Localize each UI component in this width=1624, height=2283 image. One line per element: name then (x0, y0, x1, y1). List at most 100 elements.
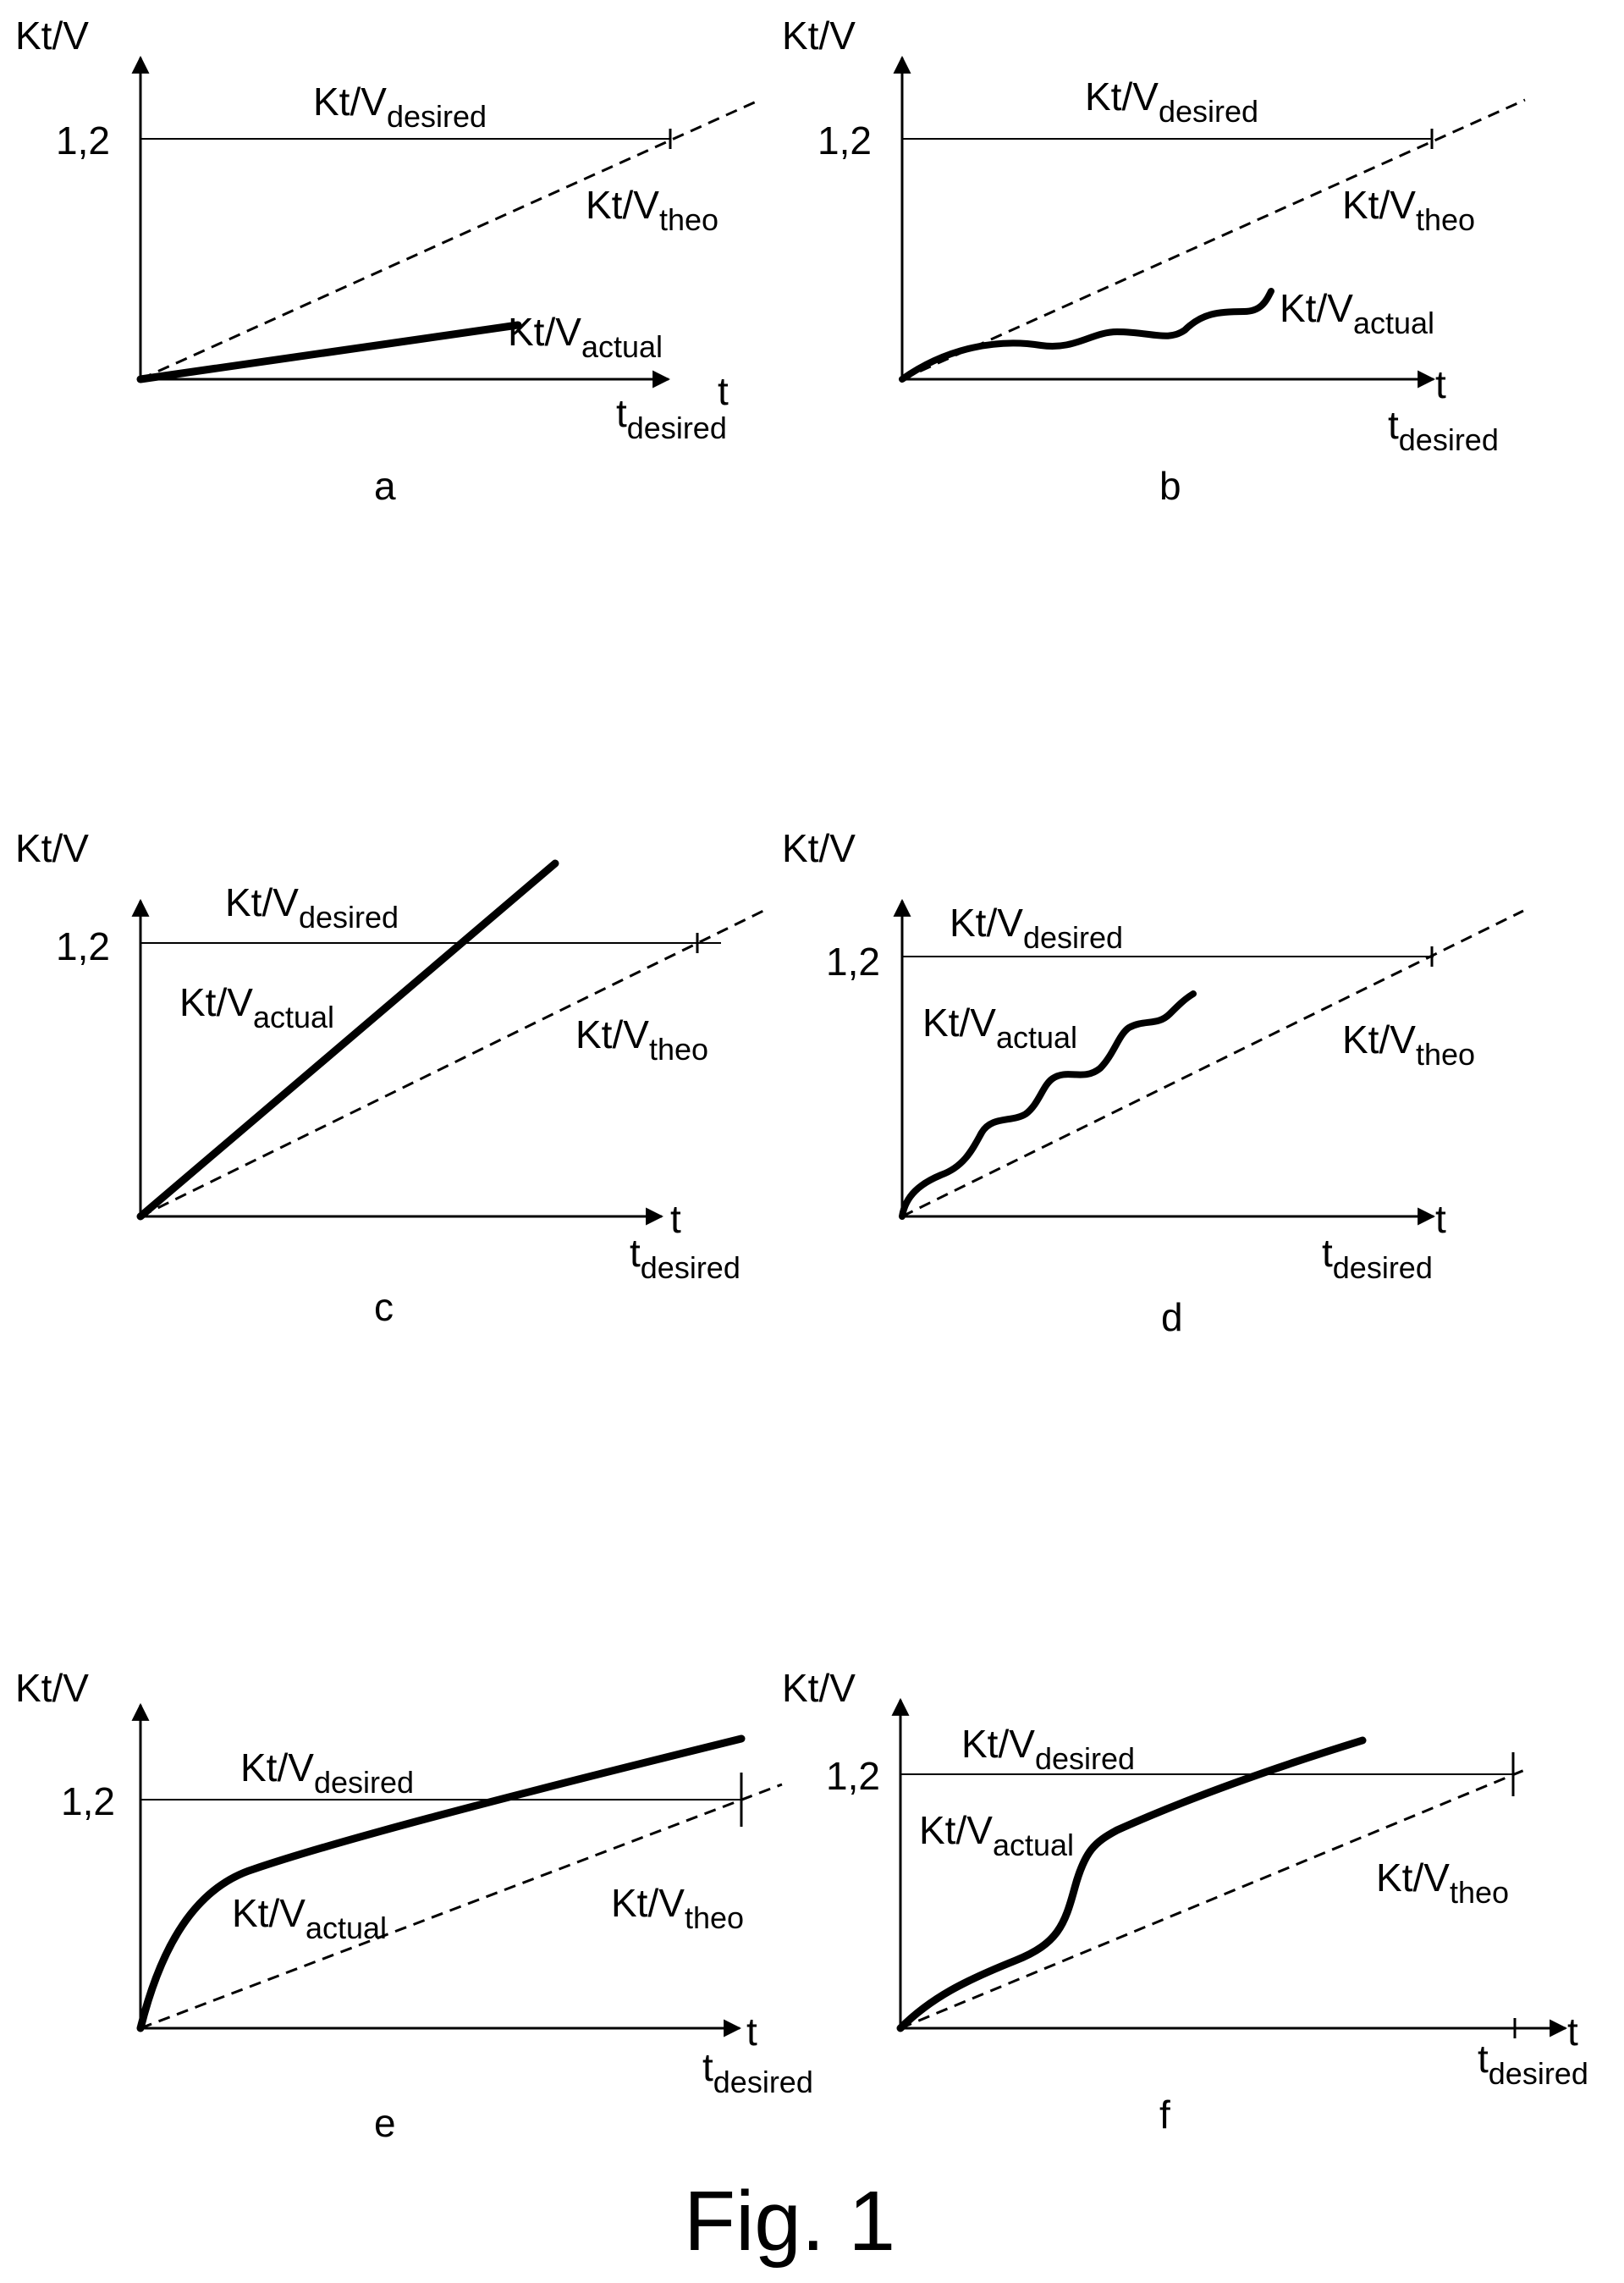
y-tick-label: 1,2 (56, 924, 110, 968)
label-main: Kt/V (313, 80, 387, 124)
panel-letter: c (374, 1285, 394, 1329)
theoretical-line (900, 1767, 1528, 2030)
actual-curve (136, 1734, 746, 2032)
label-subscript: desired (1333, 1250, 1433, 1285)
theo-curve-label: Kt/Vtheo (1342, 183, 1475, 237)
theo-curve-label: Kt/Vtheo (586, 183, 718, 237)
label-main: t (1322, 1231, 1333, 1275)
label-main: Kt/V (586, 183, 659, 227)
panel-f: Kt/V t 1,2 Kt/Vdesired Kt/Vactual Kt/Vth… (782, 1666, 1588, 2137)
y-axis-title: Kt/V (782, 1666, 856, 1710)
label-main: t (616, 391, 627, 435)
label-main: Kt/V (1376, 1856, 1450, 1900)
label-subscript: theo (1416, 202, 1475, 237)
actual-curve-label: Kt/Vactual (919, 1808, 1074, 1862)
label-subscript: actual (253, 1000, 334, 1034)
label-main: t (1388, 403, 1399, 447)
label-subscript: desired (387, 99, 487, 134)
label-subscript: theo (1450, 1875, 1509, 1910)
label-subscript: actual (306, 1911, 387, 1945)
label-main: Kt/V (1342, 183, 1416, 227)
panel-letter: d (1161, 1295, 1183, 1339)
theo-curve-label: Kt/Vtheo (1342, 1017, 1475, 1072)
label-subscript: theo (649, 1032, 708, 1067)
desired-curve-label: Kt/Vdesired (225, 880, 399, 935)
label-main: t (1478, 2037, 1489, 2081)
label-subscript: desired (1023, 920, 1123, 955)
actual-curve (899, 990, 1197, 1220)
desired-curve-label: Kt/Vdesired (240, 1745, 414, 1800)
label-subscript: actual (993, 1828, 1074, 1862)
label-main: Kt/V (179, 980, 253, 1024)
label-subscript: theo (659, 202, 718, 237)
x-marker-label: tdesired (616, 391, 727, 445)
panel-letter: f (1159, 2093, 1170, 2137)
panel-c: Kt/V t 1,2 Kt/Vdesired Kt/Vactual Kt/Vth… (15, 826, 764, 1329)
theo-curve-label: Kt/Vtheo (575, 1012, 708, 1067)
y-tick-label: 1,2 (818, 119, 872, 163)
y-axis-title: Kt/V (15, 1666, 89, 1710)
y-tick-label: 1,2 (56, 119, 110, 163)
actual-curve (899, 288, 1274, 383)
label-main: Kt/V (1085, 74, 1159, 119)
x-marker-label: tdesired (1478, 2037, 1588, 2091)
actual-curve (896, 1736, 1367, 2032)
figure-caption: Fig. 1 (684, 2174, 895, 2269)
label-subscript: desired (299, 900, 399, 935)
label-main: Kt/V (1342, 1017, 1416, 1062)
panel-letter: b (1159, 464, 1181, 508)
y-axis-title: Kt/V (782, 826, 856, 870)
actual-curve (136, 859, 559, 1221)
theoretical-line (901, 98, 1526, 381)
label-subscript: desired (641, 1250, 740, 1285)
y-tick-label: 1,2 (826, 1754, 880, 1798)
label-main: Kt/V (919, 1808, 993, 1852)
desired-curve-label: Kt/Vdesired (313, 80, 487, 134)
label-subscript: desired (314, 1765, 414, 1800)
theo-curve-label: Kt/Vtheo (1376, 1856, 1509, 1910)
panel-letter: e (374, 2101, 396, 2145)
panel-a: Kt/V t 1,2 Kt/Vdesired Kt/Vtheo Kt/Vactu… (15, 14, 761, 508)
x-axis-title: t (1435, 1197, 1446, 1241)
theo-curve-label: Kt/Vtheo (611, 1881, 744, 1935)
y-axis-title: Kt/V (782, 14, 856, 58)
x-axis-title: t (746, 2010, 757, 2054)
x-marker-label: tdesired (702, 2045, 813, 2099)
panel-d: Kt/V t 1,2 Kt/Vdesired Kt/Vactual Kt/Vth… (782, 826, 1524, 1339)
actual-curve-label: Kt/Vactual (508, 310, 663, 364)
label-main: Kt/V (240, 1745, 314, 1789)
label-subscript: theo (1416, 1037, 1475, 1072)
panel-letter: a (374, 464, 396, 508)
actual-curve-label: Kt/Vactual (922, 1001, 1077, 1055)
actual-curve (136, 321, 522, 383)
x-axis-title: t (1435, 362, 1446, 406)
panel-e: Kt/V t 1,2 Kt/Vdesired Kt/Vactual Kt/Vth… (15, 1666, 813, 2145)
label-main: t (702, 2045, 713, 2089)
x-axis-title: t (1567, 2010, 1578, 2054)
label-subscript: desired (1159, 94, 1258, 129)
label-subscript: actual (581, 329, 663, 364)
panel-b: Kt/V t 1,2 Kt/Vdesired Kt/Vtheo Kt/Vactu… (782, 14, 1526, 508)
label-main: Kt/V (950, 901, 1023, 945)
label-main: Kt/V (961, 1722, 1035, 1766)
y-tick-label: 1,2 (61, 1779, 115, 1823)
label-main: Kt/V (922, 1001, 996, 1045)
y-axis-title: Kt/V (15, 14, 89, 58)
label-subscript: actual (1353, 306, 1434, 340)
label-subscript: desired (713, 2065, 813, 2099)
label-main: t (630, 1231, 641, 1275)
label-main: Kt/V (508, 310, 581, 354)
x-axis-title: t (670, 1197, 681, 1241)
x-marker-label: tdesired (630, 1231, 740, 1285)
theoretical-line (140, 98, 761, 381)
theoretical-line (140, 1783, 783, 2030)
label-subscript: desired (1489, 2056, 1588, 2091)
y-tick-label: 1,2 (826, 940, 880, 984)
label-main: Kt/V (575, 1012, 649, 1056)
desired-curve-label: Kt/Vdesired (950, 901, 1123, 955)
label-subscript: desired (1399, 422, 1499, 457)
label-main: Kt/V (232, 1891, 306, 1935)
desired-curve-label: Kt/Vdesired (1085, 74, 1258, 129)
label-subscript: desired (627, 411, 727, 445)
